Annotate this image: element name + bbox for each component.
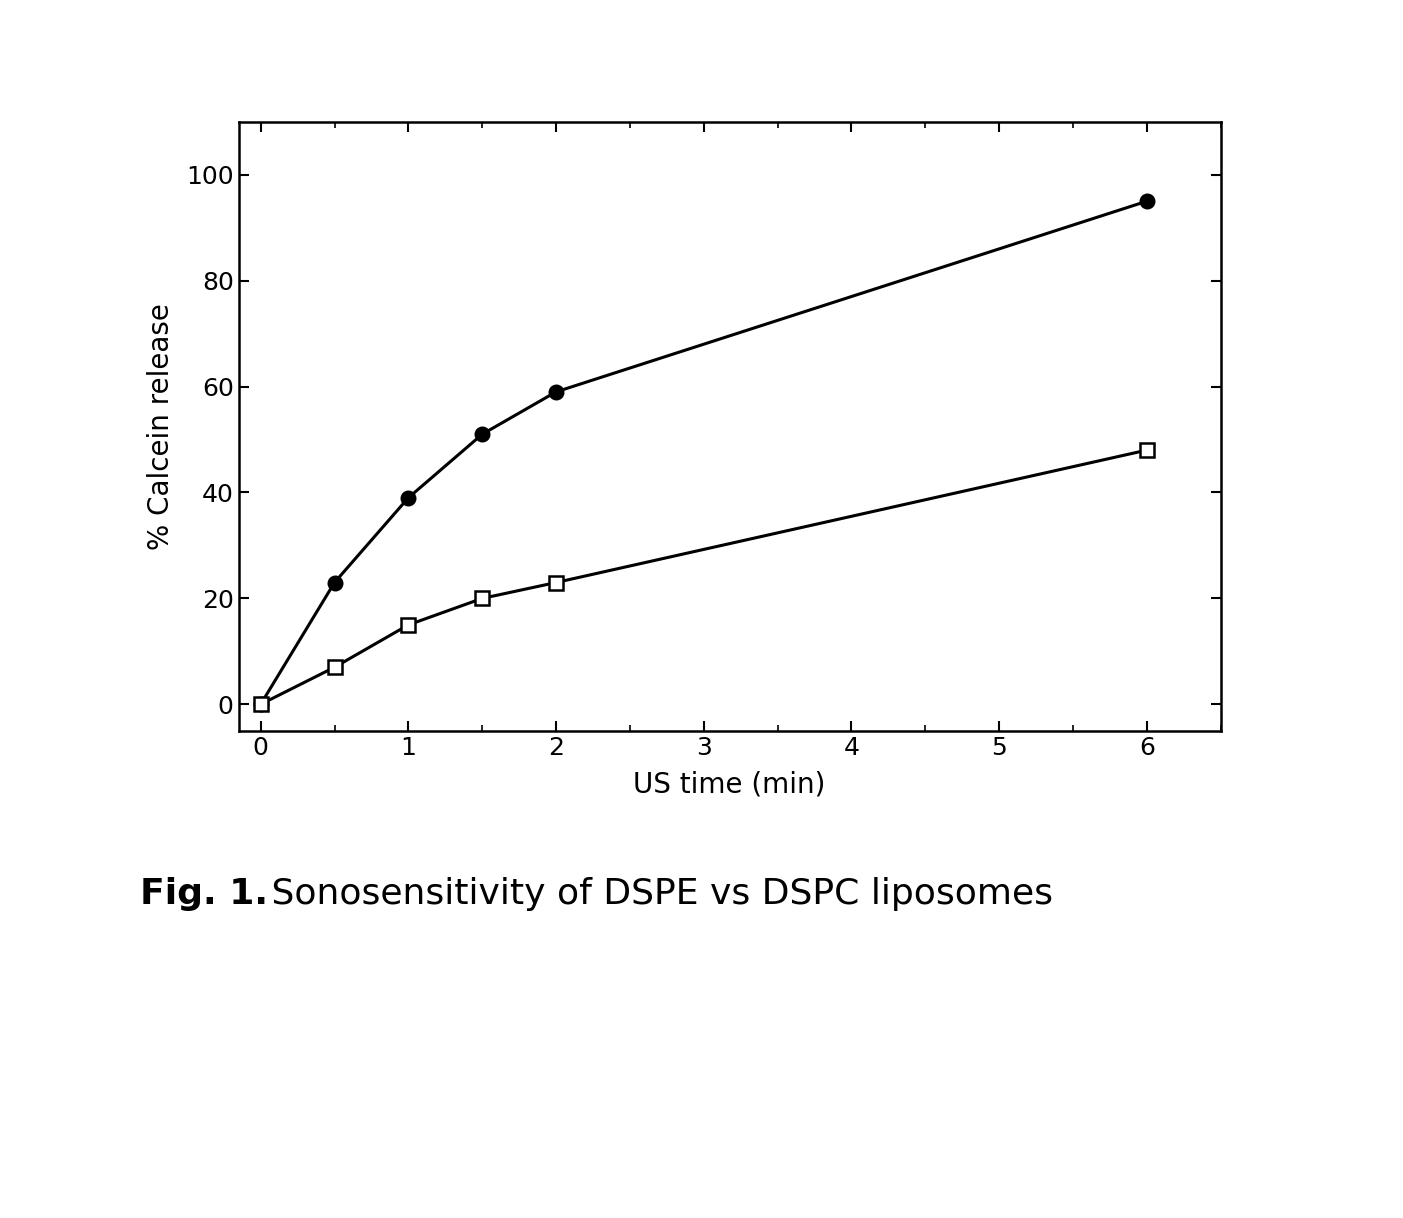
- Text: Fig. 1.: Fig. 1.: [140, 877, 268, 911]
- Y-axis label: % Calcein release: % Calcein release: [147, 303, 175, 549]
- Text: Sonosensitivity of DSPE vs DSPC liposomes: Sonosensitivity of DSPE vs DSPC liposome…: [260, 877, 1052, 911]
- X-axis label: US time (min): US time (min): [633, 771, 826, 799]
